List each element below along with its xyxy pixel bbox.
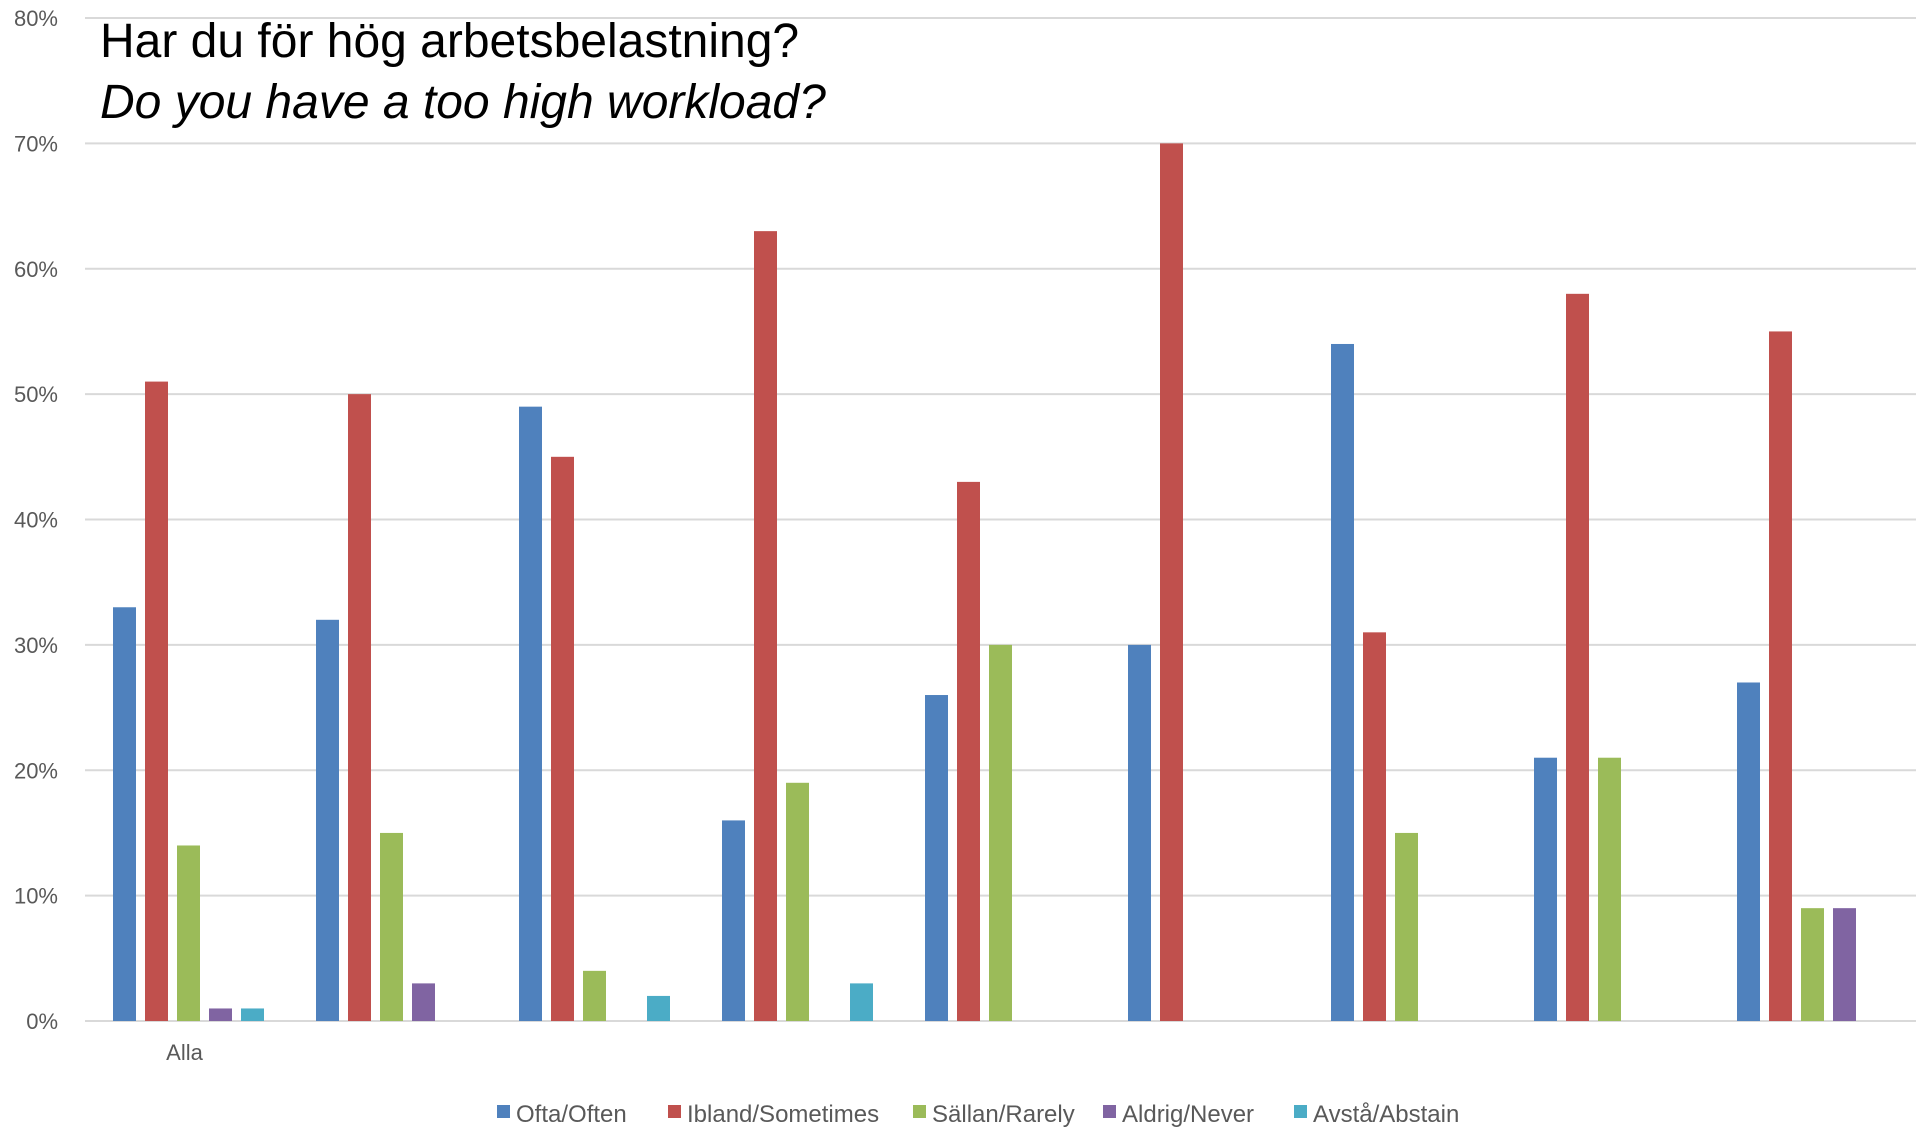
legend-swatch: [1103, 1105, 1116, 1118]
bar-aldrig-never-1: [209, 1008, 232, 1021]
bar-ibland-sometimes-3: [551, 456, 574, 1021]
bar-aldrig-never-9: [1833, 908, 1856, 1021]
bar-aldrig-never-2: [412, 983, 435, 1021]
bar-ofta-often-2: [316, 619, 339, 1021]
bar-avst-abstain-1: [241, 1008, 264, 1021]
y-tick-label: 60%: [14, 257, 58, 282]
bar-ofta-often-4: [722, 820, 745, 1021]
bar-s-llan-rarely-1: [177, 845, 200, 1021]
bar-ofta-often-6: [1128, 644, 1151, 1021]
bar-ibland-sometimes-7: [1363, 632, 1386, 1021]
y-tick-label: 40%: [14, 508, 58, 533]
bar-ofta-often-9: [1737, 682, 1760, 1021]
bar-ibland-sometimes-2: [348, 394, 371, 1021]
bar-avst-abstain-4: [850, 983, 873, 1021]
bar-s-llan-rarely-8: [1598, 757, 1621, 1021]
y-tick-label: 20%: [14, 758, 58, 783]
bar-ibland-sometimes-1: [145, 381, 168, 1021]
bar-s-llan-rarely-4: [786, 782, 809, 1021]
x-axis-categories: Alla: [166, 1040, 203, 1065]
bar-s-llan-rarely-5: [989, 644, 1012, 1021]
y-tick-label: 0%: [26, 1009, 58, 1034]
bar-ofta-often-3: [519, 406, 542, 1022]
legend-label: Avstå/Abstain: [1313, 1101, 1459, 1127]
bar-ibland-sometimes-4: [754, 231, 777, 1021]
bar-ofta-often-1: [113, 607, 136, 1021]
legend-swatch: [497, 1105, 510, 1118]
bar-ibland-sometimes-8: [1566, 293, 1589, 1021]
category-label: Alla: [166, 1040, 203, 1065]
bar-ibland-sometimes-5: [957, 481, 980, 1021]
y-tick-label: 50%: [14, 382, 58, 407]
bar-ibland-sometimes-9: [1769, 331, 1792, 1021]
legend-label: Sällan/Rarely: [932, 1101, 1075, 1127]
legend-swatch: [668, 1105, 681, 1118]
chart-subtitle: Do you have a too high workload?: [100, 76, 826, 129]
bar-ofta-often-7: [1331, 343, 1354, 1022]
legend-label: Ibland/Sometimes: [687, 1101, 879, 1127]
chart-title: Har du för hög arbetsbelastning?: [100, 15, 799, 68]
legend-swatch: [1294, 1105, 1307, 1118]
legend-swatch: [913, 1105, 926, 1118]
bar-ibland-sometimes-6: [1160, 143, 1183, 1021]
y-tick-label: 70%: [14, 131, 58, 156]
bars: [113, 143, 1856, 1022]
y-axis-ticks: 0% 10% 20% 30% 40% 50% 60% 70% 80%: [14, 6, 58, 1034]
bar-ofta-often-5: [925, 695, 948, 1021]
bar-s-llan-rarely-2: [380, 832, 403, 1021]
y-tick-label: 30%: [14, 633, 58, 658]
bar-s-llan-rarely-7: [1395, 832, 1418, 1021]
bar-ofta-often-8: [1534, 757, 1557, 1021]
bar-s-llan-rarely-9: [1801, 908, 1824, 1021]
legend-label: Ofta/Often: [516, 1101, 627, 1127]
y-tick-label: 80%: [14, 6, 58, 31]
bar-s-llan-rarely-3: [583, 970, 606, 1021]
bar-avst-abstain-3: [647, 995, 670, 1021]
legend: Ofta/Often Ibland/Sometimes Sällan/Rarely A…: [497, 1101, 1459, 1127]
y-tick-label: 10%: [14, 884, 58, 909]
legend-label: Aldrig/Never: [1122, 1101, 1254, 1127]
